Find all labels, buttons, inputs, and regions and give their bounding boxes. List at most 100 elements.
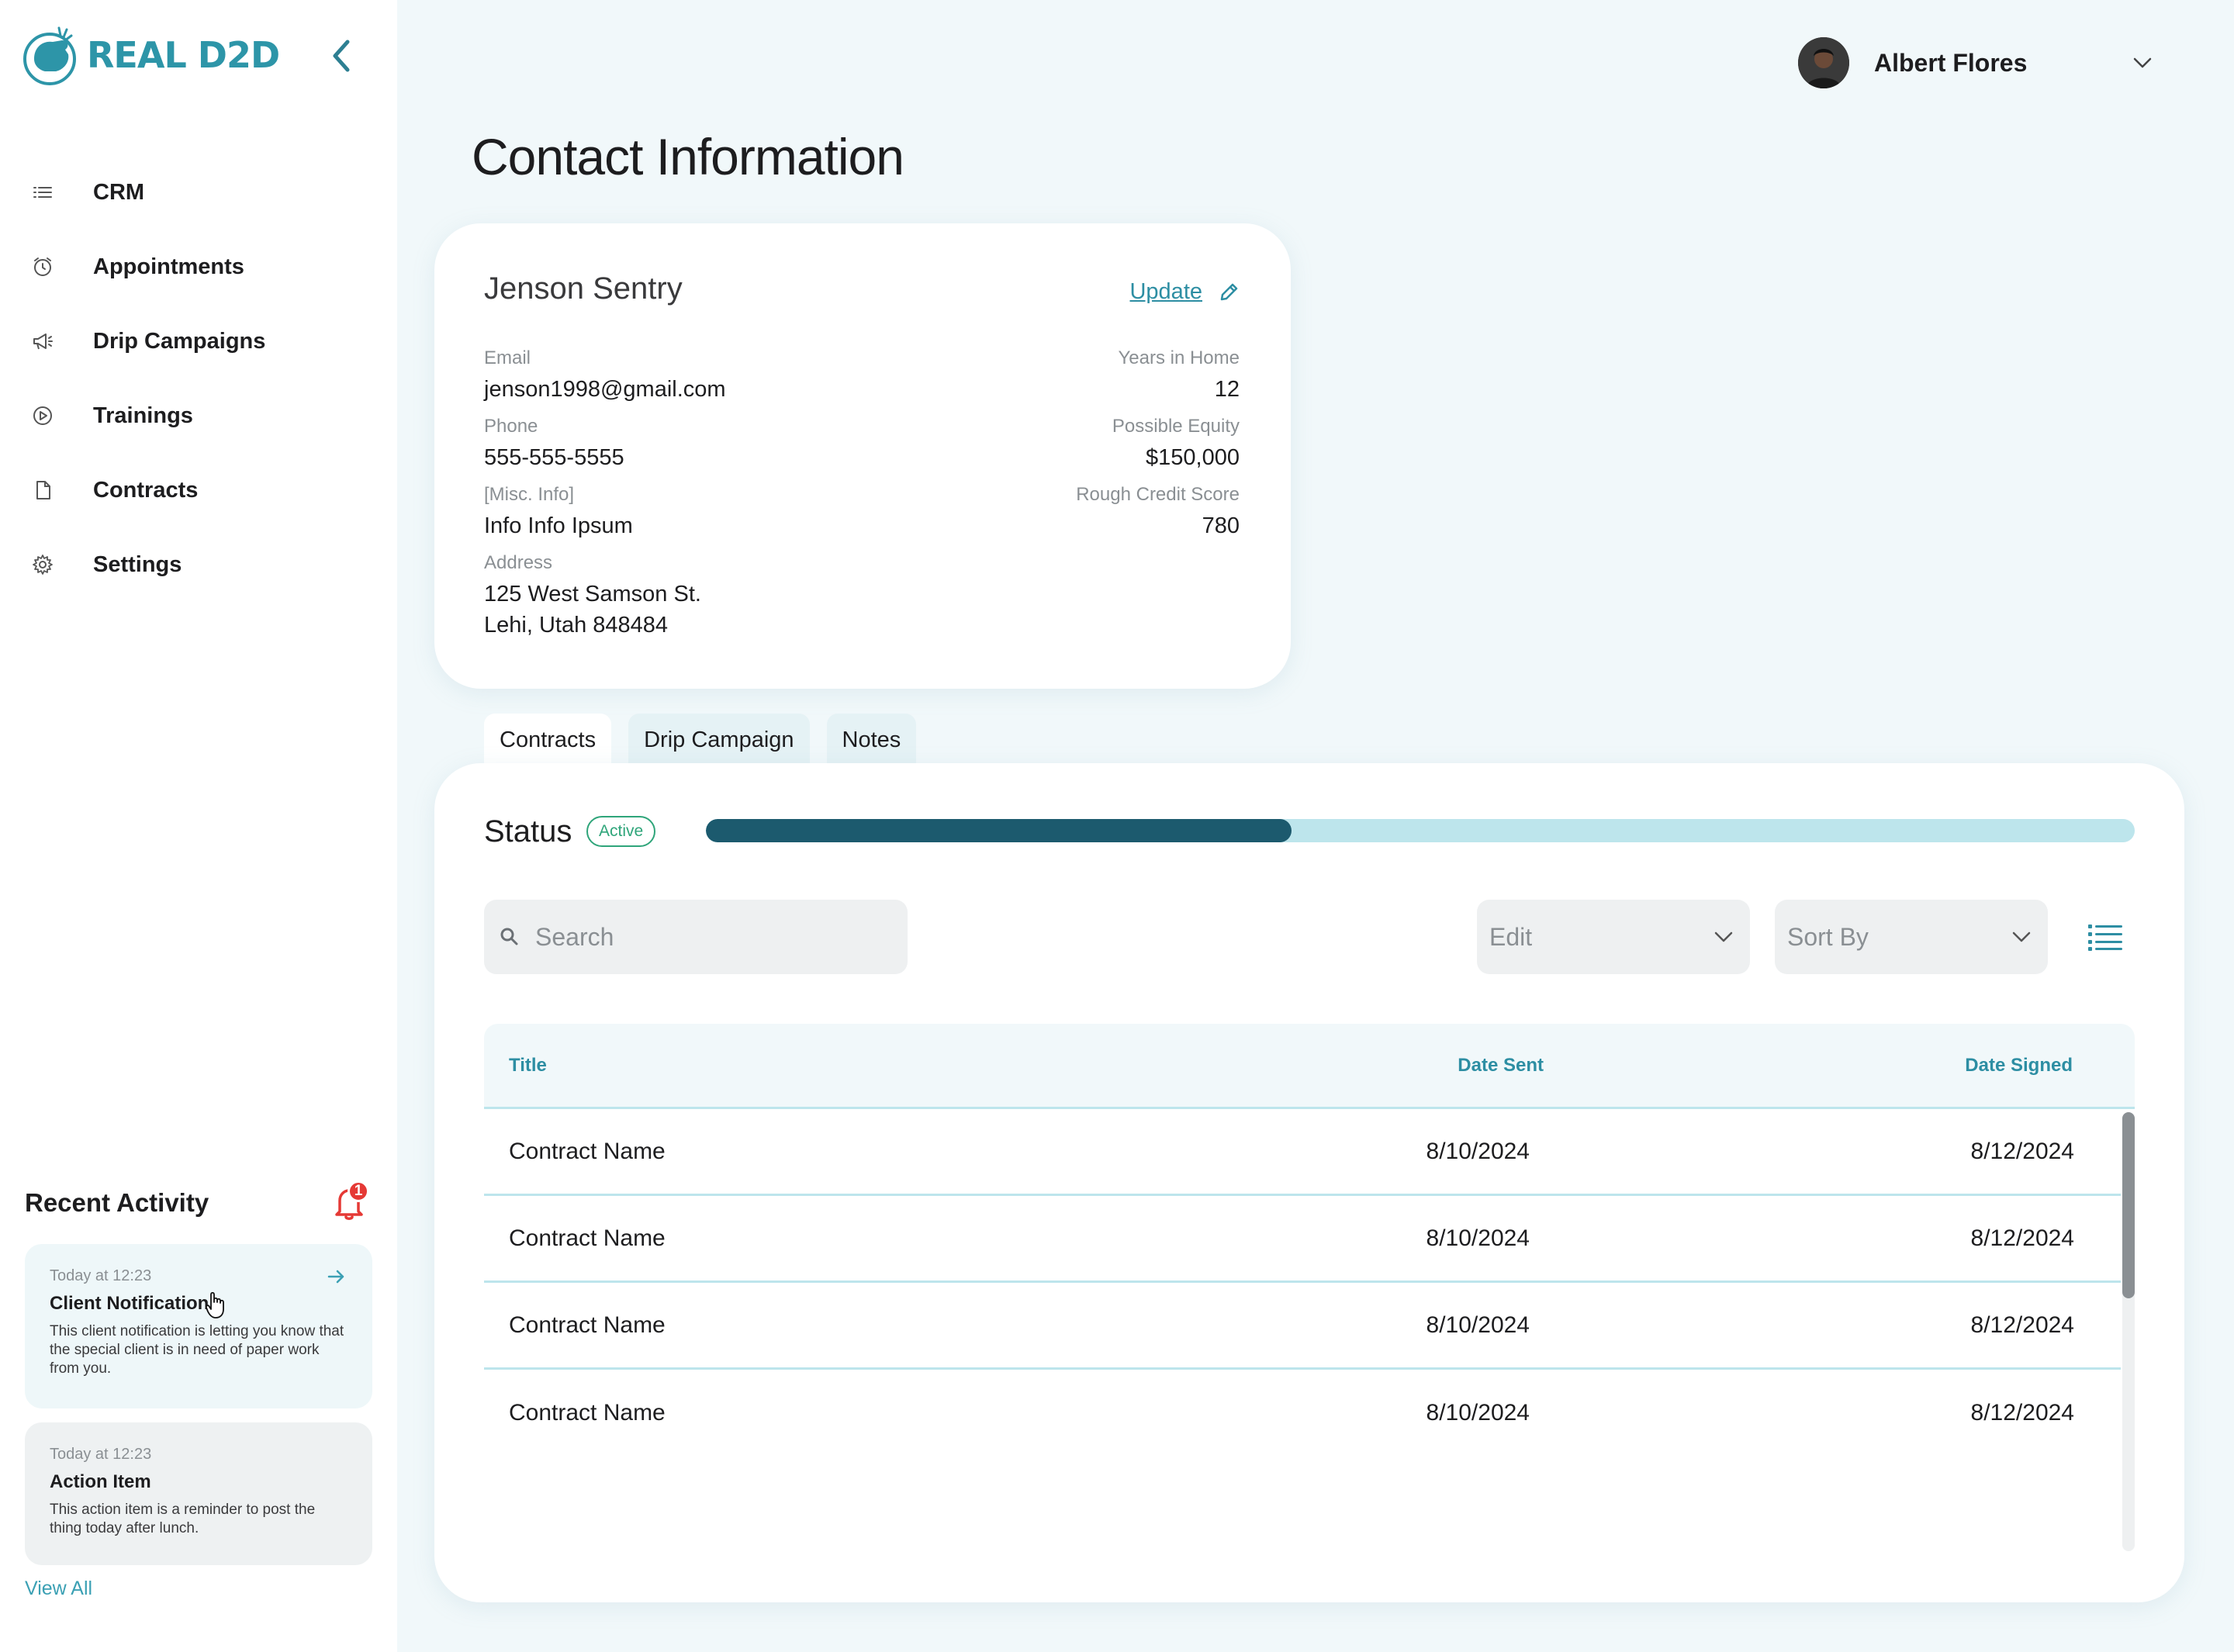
- credit-score-value: 780: [1202, 513, 1240, 538]
- activity-card-client-notification[interactable]: Today at 12:23 Client Notification This …: [25, 1244, 372, 1408]
- status-label: Status: [484, 814, 572, 848]
- notification-count-badge: 1: [348, 1180, 369, 1202]
- activity-time: Today at 12:23: [50, 1267, 152, 1284]
- tab-notes[interactable]: Notes: [826, 714, 917, 766]
- date-signed-cell: 8/12/2024: [1970, 1400, 2074, 1426]
- contracts-panel: Status Active Edit Sort By Title: [434, 763, 2184, 1602]
- sidebar-item-label: Appointments: [93, 254, 244, 279]
- tab-contracts[interactable]: Contracts: [484, 714, 612, 766]
- list-view-icon[interactable]: [2087, 921, 2124, 952]
- possible-equity-value: $150,000: [1146, 445, 1240, 470]
- date-sent-cell: 8/10/2024: [1426, 1400, 1530, 1426]
- table-row[interactable]: Contract Name 8/10/2024 8/12/2024: [484, 1196, 2121, 1283]
- activity-card-action-item[interactable]: Today at 12:23 Action Item This action i…: [25, 1422, 372, 1565]
- activity-time: Today at 12:23: [50, 1446, 152, 1463]
- arrow-right-icon[interactable]: [326, 1266, 348, 1287]
- chevron-down-icon: [1714, 931, 1733, 942]
- edit-dropdown-label: Edit: [1489, 922, 1533, 951]
- view-all-link[interactable]: View All: [25, 1578, 93, 1599]
- email-field: Email jenson1998@gmail.com: [484, 347, 726, 405]
- sidebar-item-settings[interactable]: Settings: [31, 527, 265, 602]
- contract-title-cell: Contract Name: [509, 1138, 666, 1164]
- tab-bar: Contracts Drip Campaign Notes: [484, 714, 933, 766]
- sidebar-item-label: Trainings: [93, 403, 193, 428]
- sidebar-item-label: Contracts: [93, 477, 199, 503]
- sort-by-dropdown[interactable]: Sort By: [1775, 900, 2048, 974]
- sidebar-item-label: Drip Campaigns: [93, 328, 266, 354]
- date-signed-cell: 8/12/2024: [1970, 1138, 2074, 1164]
- sidebar-item-drip-campaigns[interactable]: Drip Campaigns: [31, 304, 265, 378]
- document-icon: [31, 475, 93, 506]
- table-row[interactable]: Contract Name 8/10/2024 8/12/2024: [484, 1370, 2121, 1457]
- sidebar-item-contracts[interactable]: Contracts: [31, 453, 265, 527]
- email-value: jenson1998@gmail.com: [484, 377, 726, 402]
- page-title: Contact Information: [472, 128, 904, 185]
- contact-name: Jenson Sentry: [484, 271, 683, 306]
- field-label: Rough Credit Score: [1076, 484, 1240, 505]
- sidebar-item-crm[interactable]: CRM: [31, 155, 265, 230]
- sidebar-item-appointments[interactable]: Appointments: [31, 230, 265, 304]
- credit-score-field: Rough Credit Score 780: [1076, 484, 1240, 541]
- search-box[interactable]: [484, 900, 908, 974]
- chevron-down-icon: [2012, 931, 2031, 942]
- brand-logo[interactable]: REAL D2D: [23, 23, 280, 87]
- alarm-clock-icon: [31, 251, 93, 282]
- chevron-down-icon[interactable]: [2130, 50, 2155, 75]
- years-in-home-field: Years in Home 12: [1118, 347, 1240, 405]
- sort-by-label: Sort By: [1787, 922, 1869, 951]
- collapse-sidebar-chevron-left-icon[interactable]: [326, 36, 357, 76]
- search-icon: [500, 928, 518, 945]
- activity-title: Action Item: [50, 1471, 151, 1492]
- contact-card: Jenson Sentry Update Email jenson1998@gm…: [434, 223, 1291, 689]
- phone-value: 555-555-5555: [484, 445, 624, 470]
- field-label: Possible Equity: [1112, 416, 1240, 437]
- status-badge: Active: [586, 816, 656, 847]
- table-row[interactable]: Contract Name 8/10/2024 8/12/2024: [484, 1109, 2121, 1196]
- megaphone-icon: [31, 326, 93, 357]
- field-label: Address: [484, 552, 553, 573]
- possible-equity-field: Possible Equity $150,000: [1112, 416, 1240, 473]
- fist-logo-icon: [23, 26, 76, 85]
- update-contact-button[interactable]: Update: [1129, 279, 1240, 305]
- hand-pointer-cursor-icon: [205, 1291, 224, 1318]
- tab-drip-campaign[interactable]: Drip Campaign: [628, 714, 810, 766]
- gear-icon: [31, 549, 93, 580]
- play-circle-icon: [31, 400, 93, 431]
- field-label: [Misc. Info]: [484, 484, 575, 505]
- activity-body: This client notification is letting you …: [50, 1323, 344, 1377]
- misc-field: [Misc. Info] Info Info Ipsum: [484, 484, 633, 541]
- sidebar-nav: CRM Appointments Drip Campaigns Training…: [31, 155, 265, 602]
- update-label: Update: [1129, 279, 1202, 304]
- sidebar-item-trainings[interactable]: Trainings: [31, 378, 265, 453]
- phone-field: Phone 555-555-5555: [484, 416, 624, 473]
- pencil-edit-icon: [1220, 283, 1238, 300]
- contract-title-cell: Contract Name: [509, 1225, 666, 1251]
- years-in-home-value: 12: [1214, 377, 1240, 402]
- date-sent-cell: 8/10/2024: [1426, 1138, 1530, 1164]
- date-sent-cell: 8/10/2024: [1426, 1312, 1530, 1338]
- date-signed-cell: 8/12/2024: [1970, 1312, 2074, 1338]
- address-line-2: Lehi, Utah 848484: [484, 613, 669, 638]
- contract-title-cell: Contract Name: [509, 1312, 666, 1338]
- table-header: Title Date Sent Date Signed: [484, 1024, 2135, 1109]
- status-progress-bar: [706, 819, 2135, 842]
- table-scrollbar-thumb[interactable]: [2122, 1112, 2135, 1298]
- status-progress-fill: [706, 819, 1292, 842]
- field-label: Years in Home: [1118, 347, 1240, 368]
- column-header-title[interactable]: Title: [509, 1054, 547, 1076]
- activity-title: Client Notification: [50, 1293, 209, 1314]
- user-menu[interactable]: Albert Flores: [1798, 37, 2155, 88]
- misc-value: Info Info Ipsum: [484, 513, 633, 538]
- activity-body: This action item is a reminder to post t…: [50, 1502, 316, 1536]
- date-sent-cell: 8/10/2024: [1426, 1225, 1530, 1251]
- contract-title-cell: Contract Name: [509, 1400, 666, 1426]
- user-name: Albert Flores: [1874, 48, 2028, 77]
- column-header-date-signed[interactable]: Date Signed: [1965, 1054, 2073, 1076]
- sidebar-item-label: CRM: [93, 179, 145, 205]
- table-scrollbar[interactable]: [2122, 1112, 2135, 1551]
- table-row[interactable]: Contract Name 8/10/2024 8/12/2024: [484, 1283, 2121, 1370]
- edit-dropdown[interactable]: Edit: [1477, 900, 1750, 974]
- contracts-table: Title Date Sent Date Signed Contract Nam…: [484, 1024, 2135, 1551]
- search-input[interactable]: [535, 922, 892, 952]
- column-header-date-sent[interactable]: Date Sent: [1458, 1054, 1544, 1076]
